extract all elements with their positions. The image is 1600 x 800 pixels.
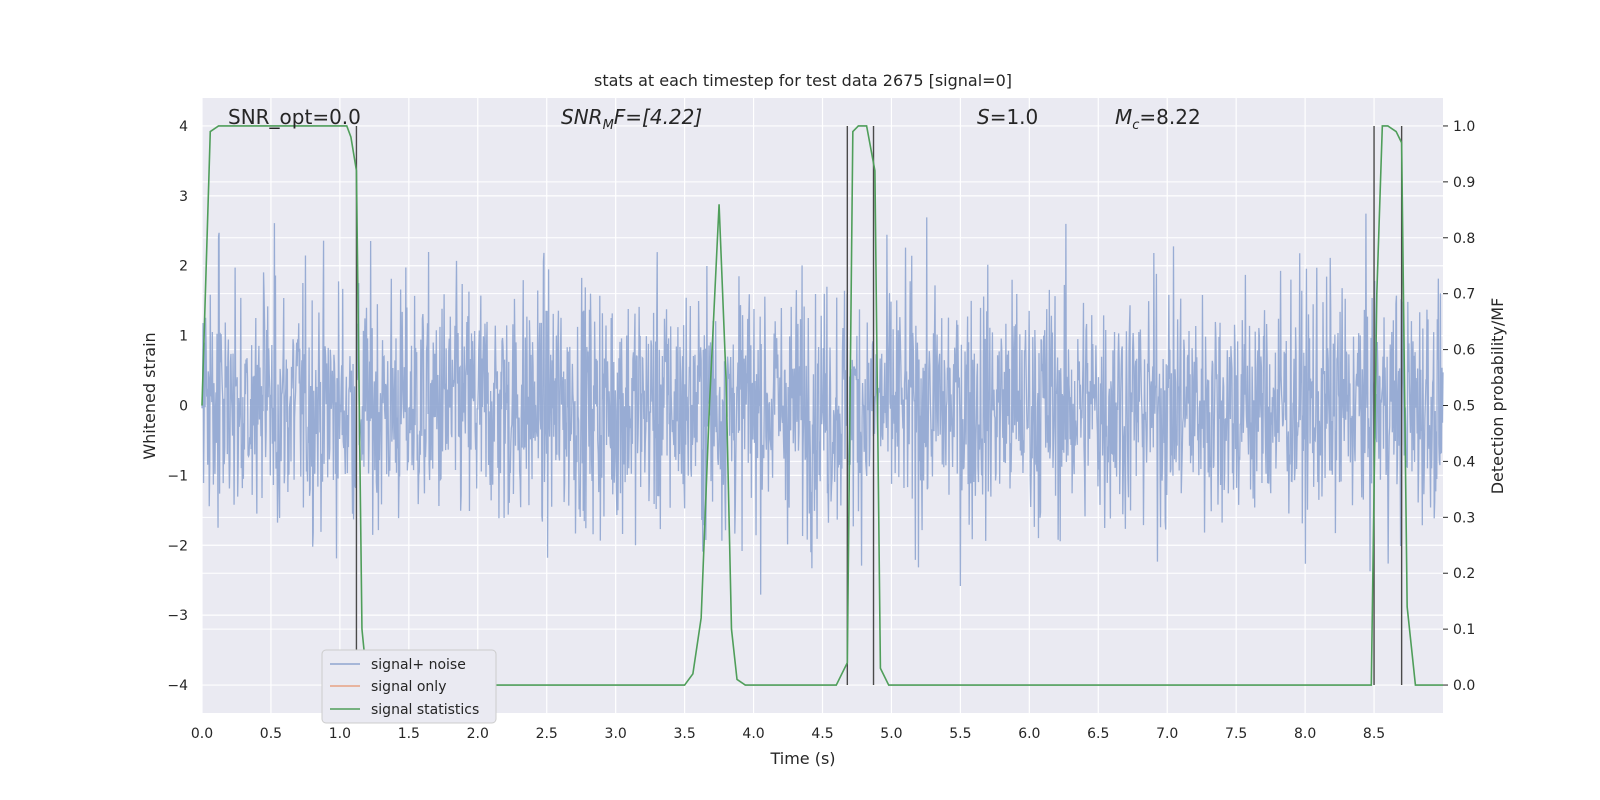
y-tick-label-left: 0 <box>179 399 188 415</box>
y-tick-label-left: 1 <box>179 329 188 345</box>
x-tick-label: 3.0 <box>605 726 627 742</box>
x-tick-label: 8.5 <box>1363 726 1385 742</box>
annotation-s-base: S <box>977 105 990 129</box>
y-tick-label-left: −1 <box>167 468 188 484</box>
signal-noise-line <box>201 213 1444 595</box>
x-tick-label: 3.5 <box>673 726 695 742</box>
annotation-mc: Mc=8.22 <box>1115 105 1201 133</box>
signal-statistics-line <box>201 125 1443 686</box>
annotation-snr-mf-rest: F=[4.22] <box>614 105 702 129</box>
x-tick-label: 4.0 <box>742 726 764 742</box>
y-axis-label-right: Detection probability/MF <box>1488 298 1507 495</box>
y-tick-label-right: 0.5 <box>1453 399 1475 415</box>
y-tick-label-left: −3 <box>167 608 188 624</box>
annotation-s: S=1.0 <box>977 105 1038 129</box>
legend-box <box>321 649 497 724</box>
y-tick-label-right: 0.2 <box>1453 566 1475 582</box>
x-tick-label: 0.0 <box>191 726 213 742</box>
legend-label-statistics: signal statistics <box>371 702 479 718</box>
x-axis-label: Time (s) <box>769 749 835 768</box>
y-tick-label-right: 0.6 <box>1453 343 1475 359</box>
y-tick-label-right: 1.0 <box>1453 119 1475 135</box>
x-tick-label: 7.0 <box>1156 726 1178 742</box>
x-tick-label: 7.5 <box>1225 726 1247 742</box>
y-tick-label-left: −4 <box>167 678 188 694</box>
x-tick-label: 2.0 <box>467 726 489 742</box>
x-tick-label: 8.0 <box>1294 726 1316 742</box>
annotation-snr-mf-sub: M <box>603 118 614 133</box>
x-tick-label: 0.5 <box>260 726 282 742</box>
x-tick-label: 1.0 <box>329 726 351 742</box>
annotation-mc-base: M <box>1115 105 1132 129</box>
x-tick-label: 6.5 <box>1087 726 1109 742</box>
y-ticks-left: 4 3 2 1 0 −1 −2 −3 −4 <box>167 119 188 694</box>
y-tick-label-left: 4 <box>179 119 188 135</box>
y-tick-label-left: 2 <box>179 259 188 275</box>
y-tick-label-right: 0.9 <box>1453 175 1475 191</box>
x-tick-label: 6.0 <box>1018 726 1040 742</box>
y-tick-label-right: 0.4 <box>1453 454 1475 470</box>
y-tick-label-right: 0.7 <box>1453 287 1475 303</box>
y-tick-label-right: 0.3 <box>1453 510 1475 526</box>
chart-title: stats at each timestep for test data 267… <box>594 71 1012 90</box>
annotation-mc-sub: c <box>1132 118 1139 133</box>
y-tick-label-right: 0.8 <box>1453 231 1475 247</box>
x-ticks: 0.0 0.5 1.0 1.5 2.0 2.5 3.0 3.5 4.0 4.5 5.0 5.5 6.0 6… <box>191 726 1385 742</box>
x-tick-label: 2.5 <box>536 726 558 742</box>
y-tick-label-right: 0.1 <box>1453 622 1475 638</box>
y-tick-label-left: −2 <box>167 538 188 554</box>
annotation-snr-mf: SNRMF=[4.22] <box>561 105 702 133</box>
legend: signal+ noise signal only signal statist… <box>321 649 497 724</box>
x-tick-label: 4.5 <box>811 726 833 742</box>
legend-label-noise: signal+ noise <box>371 657 466 673</box>
y-ticks-right: 1.0 0.9 0.8 0.7 0.6 0.5 0.4 0.3 0.2 0.1 0.0 <box>1443 119 1475 694</box>
signal-noise-series <box>201 213 1444 595</box>
annotation-snr-mf-base: SNR <box>561 105 603 129</box>
x-tick-label: 5.5 <box>949 726 971 742</box>
y-tick-label-left: 3 <box>179 189 188 205</box>
annotation-snr-opt: SNR_opt=0.0 <box>228 105 361 129</box>
y-tick-label-right: 0.0 <box>1453 678 1475 694</box>
legend-label-signal-only: signal only <box>371 679 446 695</box>
x-tick-label: 5.0 <box>880 726 902 742</box>
annotation-s-rest: =1.0 <box>990 105 1039 129</box>
x-tick-label: 1.5 <box>398 726 420 742</box>
annotation-mc-rest: =8.22 <box>1139 105 1200 129</box>
y-axis-label-left: Whitened strain <box>140 332 159 459</box>
